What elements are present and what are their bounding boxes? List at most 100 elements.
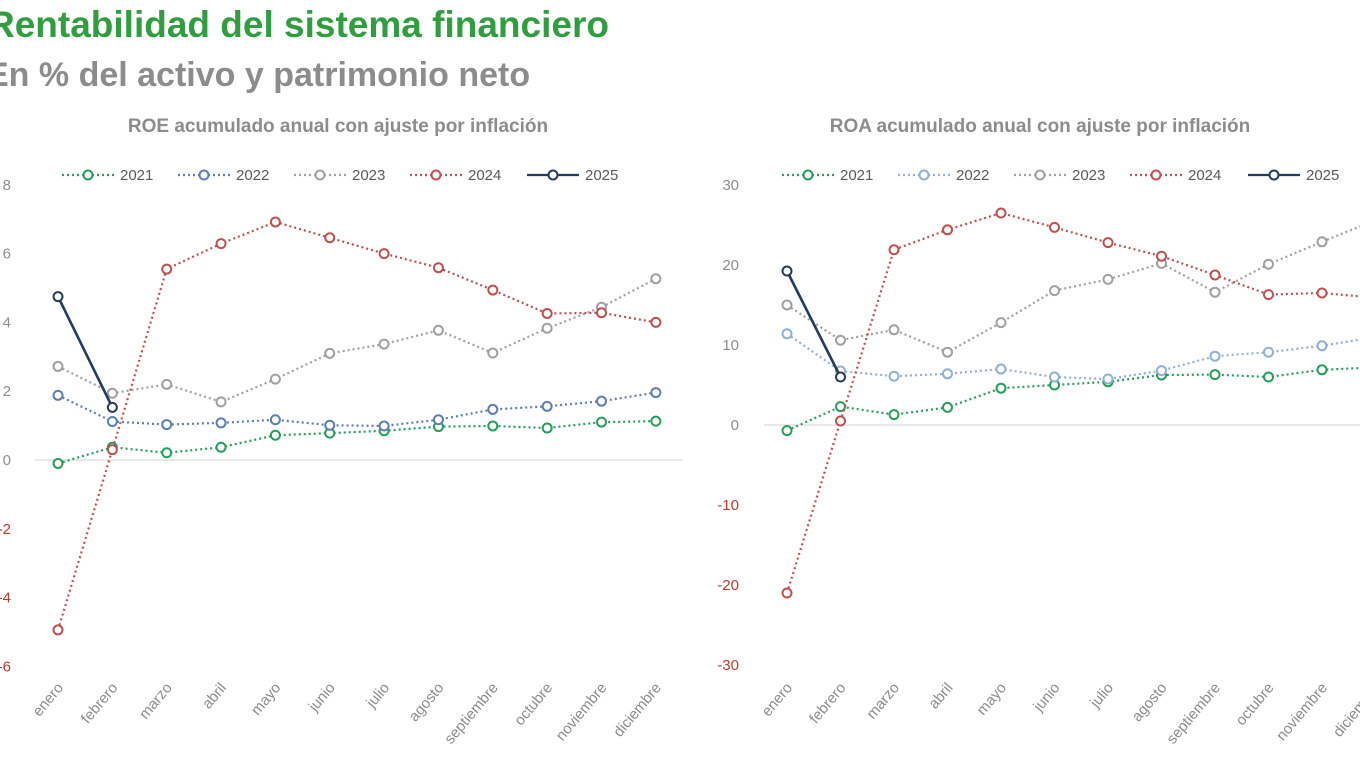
data-point (1263, 289, 1274, 301)
y-tick-label: -4 (0, 590, 11, 607)
data-point (650, 387, 662, 399)
legend-label: 2024 (1188, 167, 1221, 184)
data-point (215, 417, 227, 429)
data-point (541, 322, 553, 334)
x-tick-label: marzo (863, 680, 903, 723)
data-point (432, 324, 444, 336)
data-point (1156, 250, 1167, 262)
data-point (1049, 221, 1060, 233)
data-point (1316, 364, 1328, 376)
data-point (161, 419, 173, 431)
data-point (1263, 346, 1274, 358)
legend-item-2024: 2024 (410, 167, 501, 184)
data-point (888, 370, 900, 382)
data-point (324, 347, 336, 359)
legend-label: 2023 (1072, 167, 1105, 184)
data-point (106, 444, 118, 456)
data-point (995, 317, 1007, 329)
y-tick-label: 20 (722, 257, 739, 274)
data-point (541, 400, 553, 412)
data-point (781, 299, 793, 311)
legend-label: 2021 (120, 167, 153, 184)
data-point (596, 395, 607, 407)
data-point (1156, 365, 1167, 377)
y-tick-label: -2 (0, 521, 11, 538)
legend-marker (1268, 169, 1280, 181)
data-point (781, 265, 793, 277)
data-point (781, 328, 793, 340)
data-point (106, 401, 118, 413)
series-2023 (52, 273, 662, 408)
legend-label: 2021 (840, 167, 873, 184)
data-point (541, 422, 553, 434)
data-point (432, 262, 444, 274)
legend-item-2025: 2025 (1248, 167, 1339, 184)
series-2024 (781, 207, 1360, 599)
x-tick-label: abril (199, 680, 230, 713)
data-point (215, 238, 227, 250)
data-point (650, 415, 662, 427)
page-title: Rentabilidad del sistema financiero (0, 4, 609, 45)
data-point (161, 378, 173, 390)
data-point (106, 387, 118, 399)
data-point (487, 284, 499, 296)
data-point (1209, 286, 1221, 298)
data-point (1049, 371, 1060, 383)
legend-marker (547, 169, 559, 181)
data-point (596, 307, 607, 319)
legend-marker (1150, 169, 1162, 181)
page-subtitle: En % del activo y patrimonio neto (0, 56, 531, 94)
x-tick-label: mayo (973, 680, 1010, 719)
legend-marker (918, 169, 930, 181)
data-point (835, 415, 846, 427)
legend-label: 2022 (236, 167, 269, 184)
data-point (1316, 287, 1328, 299)
x-tick-label: septiembre (441, 680, 502, 748)
legend-label: 2023 (352, 167, 385, 184)
data-point (835, 334, 846, 346)
series-line (57, 391, 657, 428)
data-point (995, 382, 1007, 394)
legend-item-2023: 2023 (1014, 167, 1105, 184)
legend-label: 2025 (585, 167, 618, 184)
data-point (1209, 269, 1221, 281)
data-point (888, 409, 900, 421)
x-tick-label: abril (925, 680, 956, 713)
legend-item-2022: 2022 (178, 167, 269, 184)
series-line (785, 270, 842, 378)
data-point (650, 273, 662, 285)
data-point (1209, 369, 1221, 381)
data-point (541, 307, 553, 319)
data-point (995, 363, 1007, 375)
data-point (52, 457, 64, 469)
data-point (650, 316, 662, 328)
data-point (942, 401, 953, 413)
data-point (487, 347, 499, 359)
data-point (215, 441, 227, 453)
data-point (942, 368, 953, 380)
legend-item-2021: 2021 (62, 167, 153, 184)
x-tick-label: julio (1086, 680, 1117, 712)
data-point (1209, 350, 1221, 362)
legend-marker (198, 169, 210, 181)
series-2022 (52, 387, 662, 432)
x-tick-label: noviembre (553, 680, 611, 745)
y-tick-label: 30 (722, 177, 739, 194)
data-point (942, 224, 953, 236)
y-tick-label: 4 (3, 314, 11, 331)
data-point (835, 371, 846, 383)
x-tick-label: octubre (1232, 680, 1277, 729)
data-point (269, 216, 281, 228)
series-2025 (52, 291, 118, 413)
legend-label: 2022 (956, 167, 989, 184)
roe-chart: 8 6 4 2 0 -2 -4 -6 enero febrero marzo abril mayojun… (0, 167, 683, 747)
data-point (1102, 237, 1114, 249)
data-point (106, 415, 118, 427)
data-point (269, 429, 281, 441)
data-point (378, 420, 390, 432)
data-point (378, 248, 390, 260)
series-2022 (781, 328, 1360, 385)
y-tick-label: -20 (717, 577, 739, 594)
x-tick-label: junio (1030, 680, 1064, 716)
